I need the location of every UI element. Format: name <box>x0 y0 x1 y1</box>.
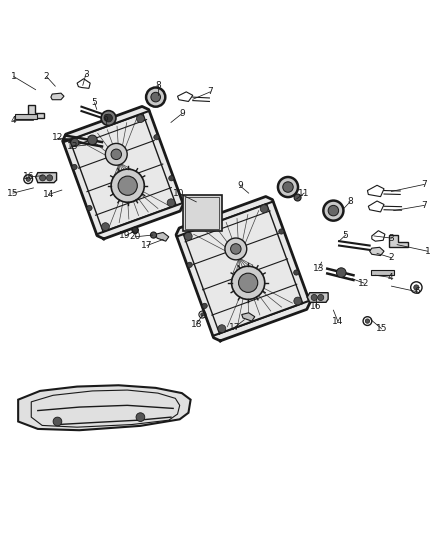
Text: 7: 7 <box>421 201 427 210</box>
Circle shape <box>26 177 30 181</box>
Text: 17: 17 <box>229 323 240 332</box>
Circle shape <box>53 417 62 426</box>
Circle shape <box>365 319 370 323</box>
Circle shape <box>71 139 79 147</box>
Polygon shape <box>370 247 384 256</box>
Circle shape <box>202 303 207 309</box>
Circle shape <box>136 413 145 422</box>
Polygon shape <box>63 107 183 239</box>
Text: 7: 7 <box>207 87 213 96</box>
Text: 6: 6 <box>102 114 108 123</box>
Text: 15: 15 <box>7 189 19 198</box>
Text: 5: 5 <box>92 98 97 107</box>
Circle shape <box>318 294 324 301</box>
Circle shape <box>239 273 258 293</box>
Circle shape <box>111 169 144 203</box>
Circle shape <box>150 232 156 238</box>
Polygon shape <box>18 385 191 430</box>
Polygon shape <box>28 105 44 118</box>
Circle shape <box>328 205 339 216</box>
Text: 8: 8 <box>155 81 161 90</box>
Circle shape <box>311 294 317 301</box>
Text: 12: 12 <box>358 279 370 288</box>
Text: 10: 10 <box>173 189 184 198</box>
Text: 15: 15 <box>376 324 387 333</box>
Circle shape <box>137 115 145 123</box>
Circle shape <box>279 229 284 234</box>
Circle shape <box>118 176 137 195</box>
Circle shape <box>283 182 293 192</box>
FancyBboxPatch shape <box>14 114 37 119</box>
Text: 12: 12 <box>52 133 63 142</box>
Polygon shape <box>51 93 64 100</box>
Circle shape <box>323 200 343 221</box>
Text: 14: 14 <box>332 317 343 326</box>
Circle shape <box>154 135 159 140</box>
Text: 1: 1 <box>425 247 431 256</box>
Text: 19: 19 <box>120 231 131 240</box>
Circle shape <box>167 199 175 207</box>
Text: 20: 20 <box>130 232 141 241</box>
Circle shape <box>87 205 92 211</box>
Text: 16: 16 <box>23 173 35 182</box>
Text: 16: 16 <box>310 302 321 311</box>
Text: 9: 9 <box>237 181 243 190</box>
Circle shape <box>132 227 138 233</box>
Text: 4: 4 <box>10 116 16 125</box>
Text: 1: 1 <box>11 72 17 81</box>
Circle shape <box>336 268 346 277</box>
Circle shape <box>101 111 116 125</box>
Text: 17: 17 <box>141 241 153 250</box>
Polygon shape <box>389 235 408 247</box>
Circle shape <box>294 297 302 305</box>
Circle shape <box>201 313 204 316</box>
Circle shape <box>169 176 174 181</box>
Circle shape <box>39 175 46 181</box>
Circle shape <box>293 270 299 275</box>
Circle shape <box>184 232 192 240</box>
FancyBboxPatch shape <box>183 195 222 231</box>
Polygon shape <box>307 293 328 302</box>
Text: 4: 4 <box>388 273 393 282</box>
Circle shape <box>294 194 301 201</box>
Circle shape <box>414 285 419 290</box>
Text: 14: 14 <box>43 190 54 199</box>
Text: 2: 2 <box>44 72 49 81</box>
Circle shape <box>132 227 138 233</box>
Polygon shape <box>242 313 255 321</box>
Polygon shape <box>176 197 310 341</box>
Circle shape <box>72 164 77 169</box>
Circle shape <box>102 223 110 231</box>
Text: 8: 8 <box>347 197 353 206</box>
FancyBboxPatch shape <box>371 270 394 275</box>
Circle shape <box>232 266 265 300</box>
Circle shape <box>230 244 241 254</box>
Circle shape <box>260 205 268 213</box>
Circle shape <box>225 238 247 260</box>
Text: 3: 3 <box>389 233 394 243</box>
Text: 18: 18 <box>191 320 202 329</box>
Text: 5: 5 <box>343 231 349 239</box>
Circle shape <box>187 262 192 268</box>
Circle shape <box>111 149 121 159</box>
Circle shape <box>106 143 127 165</box>
Polygon shape <box>155 232 169 241</box>
Text: 11: 11 <box>298 189 310 198</box>
Text: 9: 9 <box>179 109 185 118</box>
Circle shape <box>278 177 298 197</box>
Circle shape <box>146 87 165 107</box>
Circle shape <box>88 135 97 144</box>
Text: 2: 2 <box>389 253 394 262</box>
Text: 6: 6 <box>415 287 420 296</box>
Circle shape <box>46 175 53 181</box>
Text: 7: 7 <box>421 180 427 189</box>
Text: 13: 13 <box>67 142 78 151</box>
Text: 13: 13 <box>313 264 324 273</box>
Text: 3: 3 <box>83 70 89 79</box>
Circle shape <box>218 325 226 333</box>
Polygon shape <box>35 173 57 183</box>
Circle shape <box>105 114 113 122</box>
Circle shape <box>151 92 160 102</box>
